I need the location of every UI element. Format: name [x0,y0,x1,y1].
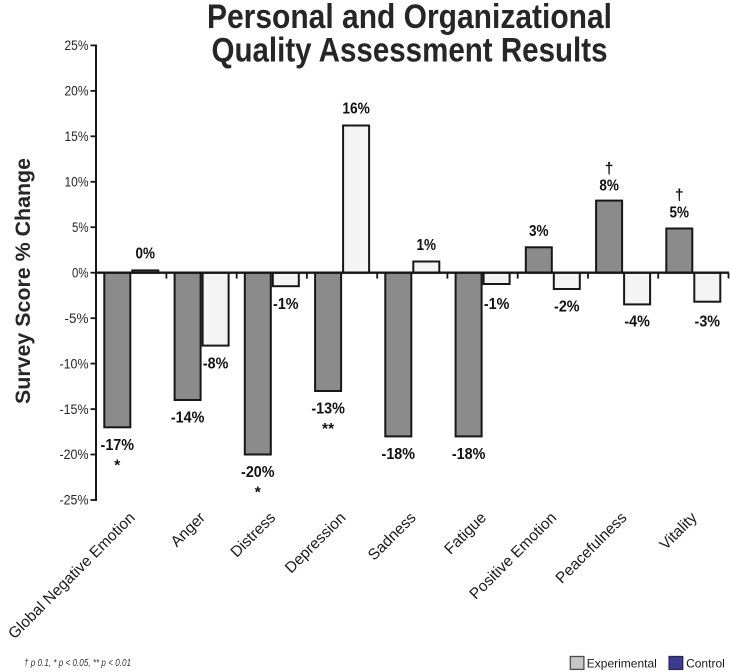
svg-text:-5%: -5% [65,311,89,326]
svg-text:1%: 1% [417,237,437,254]
svg-text:Experimental: Experimental [587,656,657,670]
svg-text:5%: 5% [72,220,89,235]
svg-text:-4%: -4% [624,314,650,331]
svg-text:20%: 20% [65,84,89,99]
svg-text:**: ** [322,421,335,438]
svg-text:-1%: -1% [484,296,510,313]
svg-text:*: * [255,485,262,502]
svg-text:-20%: -20% [241,464,275,481]
svg-text:5%: 5% [670,205,690,222]
svg-text:Survey Score % Change: Survey Score % Change [12,158,35,404]
svg-text:-17%: -17% [101,437,135,454]
svg-text:-18%: -18% [382,446,416,463]
svg-text:-20%: -20% [60,447,89,462]
svg-text:-15%: -15% [60,402,89,417]
svg-text:†: † [605,161,614,178]
svg-text:†: † [675,187,684,204]
svg-text:Quality Assessment Results: Quality Assessment Results [212,32,608,70]
svg-text:-13%: -13% [311,401,345,418]
svg-text:25%: 25% [65,38,89,53]
svg-text:3%: 3% [529,223,549,240]
svg-text:0%: 0% [136,246,156,263]
svg-text:15%: 15% [65,129,89,144]
svg-text:Personal and Organizational: Personal and Organizational [207,0,612,36]
svg-text:-3%: -3% [695,314,721,331]
svg-text:-8%: -8% [203,355,229,372]
svg-text:Control: Control [686,656,725,670]
svg-text:-14%: -14% [171,410,205,427]
svg-text:8%: 8% [599,178,619,195]
svg-text:-10%: -10% [60,356,89,371]
svg-text:0%: 0% [72,265,89,280]
svg-text:-2%: -2% [554,299,580,316]
svg-text:-18%: -18% [452,446,486,463]
svg-text:*: * [114,457,121,474]
svg-text:† p 0.1, * p < 0.05, ** p < 0.: † p 0.1, * p < 0.05, ** p < 0.01 [24,657,131,669]
svg-text:-1%: -1% [273,296,299,313]
svg-text:16%: 16% [342,101,370,118]
svg-text:-25%: -25% [60,493,89,508]
svg-text:10%: 10% [65,175,89,190]
